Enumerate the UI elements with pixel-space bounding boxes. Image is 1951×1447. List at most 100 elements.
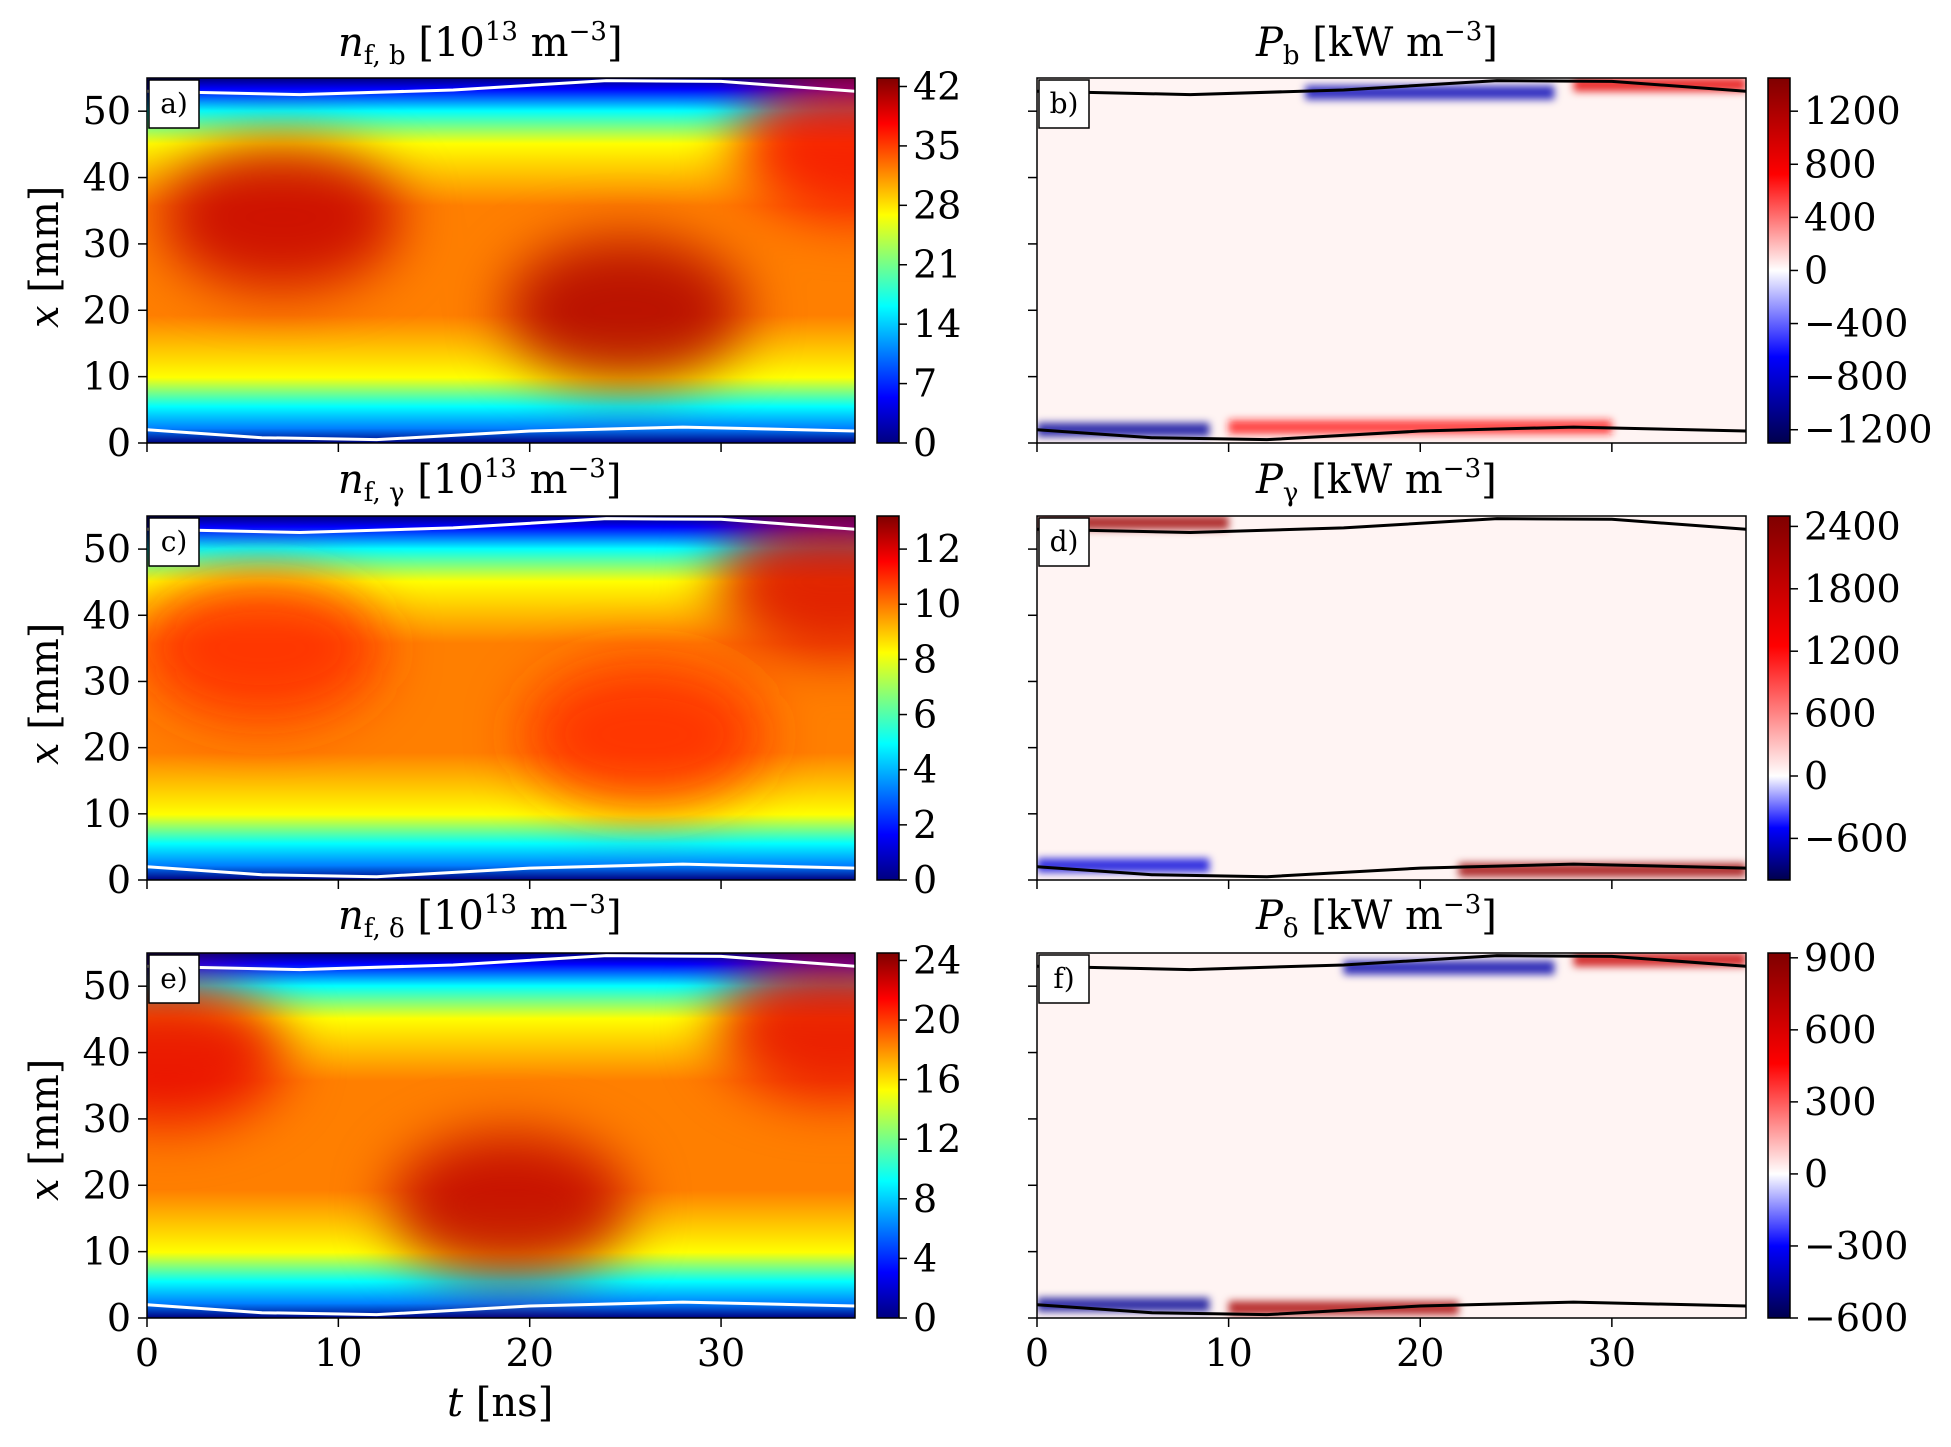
colorbar-tick-label: −600 (1804, 1296, 1908, 1340)
heatmap-background (1037, 953, 1746, 1318)
x-tick-label: 10 (314, 1331, 362, 1375)
colorbar-tick-label: −400 (1804, 302, 1908, 346)
colorbar-tick-label: 400 (1804, 195, 1877, 239)
panel-f: f) 0 10 20 30 −600 −300 0 300 600 900 (1025, 936, 1908, 1375)
y-tick-label: 50 (83, 89, 131, 133)
density-peak (505, 237, 746, 384)
x-tick-label: 0 (1025, 1331, 1049, 1375)
heatmap-background (1037, 78, 1746, 443)
density-peak (147, 575, 383, 722)
y-tick-label: 30 (83, 659, 131, 703)
density-peak (147, 979, 287, 1126)
colorbar-e: 0 4 8 12 16 20 24 (876, 938, 961, 1340)
y-axis-label-e: x [mm] (22, 1058, 68, 1201)
colorbar-tick-label: 300 (1804, 1080, 1877, 1124)
panel-label: b) (1038, 79, 1090, 129)
colorbar-tick-label: −600 (1804, 816, 1908, 860)
colorbar-tick-label: 2400 (1804, 504, 1901, 548)
colorbar-tick-label: 1800 (1804, 567, 1901, 611)
colorbar-tick-label: 900 (1804, 936, 1877, 980)
colorbar-tick-label: 1200 (1804, 629, 1901, 673)
boundary-upper (1037, 517, 1746, 535)
title-e: nf, δ [1013 m−3] (338, 890, 622, 944)
colorbar-tick-label: 8 (913, 637, 937, 681)
x-tick-label: 20 (1396, 1331, 1444, 1375)
panel-d: d) −600 0 600 1200 1800 2400 (1028, 504, 1908, 889)
density-peak (734, 78, 855, 218)
axes-frame (146, 952, 856, 1319)
panel-c: c) 0 10 20 30 40 50 0 2 4 6 8 10 12 (83, 515, 961, 902)
colorbar-tick-label: 7 (913, 362, 937, 406)
y-tick-label: 40 (83, 1031, 131, 1075)
colorbar-tick-label: 0 (913, 858, 937, 902)
y-tick-label: 10 (83, 355, 131, 399)
y-tick-label: 50 (83, 527, 131, 571)
boundary-lower (147, 425, 855, 442)
density-peak (160, 144, 402, 291)
colorbar-tick-label: 14 (913, 302, 961, 346)
x-tick-label: 20 (506, 1331, 554, 1375)
panel-label-text: c) (161, 525, 188, 558)
power-feature (1228, 1301, 1459, 1316)
y-tick-label: 0 (107, 858, 131, 902)
panel-label: a) (148, 79, 200, 129)
title-c: nf, γ [1013 m−3] (338, 454, 622, 508)
heatmap-d (1037, 516, 1746, 880)
y-tick-label: 50 (83, 964, 131, 1008)
colorbar-tick-label: 6 (913, 693, 937, 737)
panel-label-text: e) (160, 962, 188, 995)
panel-label: e) (148, 954, 200, 1004)
x-tick-label: 30 (697, 1331, 745, 1375)
colorbar-tick-label: 28 (913, 183, 961, 227)
power-feature (1037, 858, 1210, 873)
boundary-lower (147, 1300, 855, 1317)
axes-frame (146, 77, 856, 444)
power-feature (1228, 420, 1612, 435)
density-peak (715, 516, 855, 655)
colorbar-tick-label: 4 (913, 748, 937, 792)
colorbar-tick-label: 12 (913, 527, 961, 571)
colorbar-tick-label: 4 (913, 1236, 937, 1280)
colorbar-tick-label: 0 (1804, 1152, 1828, 1196)
colorbar-tick-label: −1200 (1804, 408, 1933, 452)
colorbar-tick-label: 10 (913, 582, 961, 626)
x-tick-label: 10 (1204, 1331, 1252, 1375)
boundary-lower (1037, 1300, 1746, 1317)
panel-label-text: b) (1050, 87, 1079, 120)
colorbar-tick-label: 2 (913, 803, 937, 847)
colorbar-tick-label: 12 (913, 1117, 961, 1161)
colorbar-c: 0 2 4 6 8 10 12 (876, 515, 961, 902)
y-axis-label-a: x [mm] (22, 185, 68, 328)
panel-e: e) 0 10 20 30 40 50 0 10 20 30 0 4 8 12 16 20 24 (83, 938, 962, 1375)
y-tick-label: 10 (83, 1230, 131, 1274)
panel-a: a) 0 10 20 30 40 50 0 7 14 21 28 35 42 (83, 64, 962, 465)
colorbar-tick-label: 35 (913, 124, 961, 168)
title-d: Pγ [kW m−3] (1256, 454, 1497, 508)
colorbar-b: −1200 −800 −400 0 400 800 1200 (1767, 77, 1933, 452)
colorbar-tick-label: −800 (1804, 355, 1908, 399)
colorbar-tick-label: 0 (913, 1296, 937, 1340)
colorbar-tick-label: 800 (1804, 142, 1877, 186)
x-tick-label: 30 (1588, 1331, 1636, 1375)
y-tick-label: 20 (83, 1163, 131, 1207)
axes-frame (1036, 77, 1747, 444)
boundary-upper (1037, 954, 1746, 972)
colorbar-tick-label: 600 (1804, 692, 1877, 736)
density-peak (524, 661, 765, 808)
boundary-upper (147, 79, 855, 97)
power-feature (1343, 960, 1555, 975)
panel-b: b) −1200 −800 −400 0 400 800 1200 (1028, 77, 1933, 452)
boundary-upper (147, 954, 855, 972)
y-tick-label: 20 (83, 288, 131, 332)
colorbar-tick-label: 20 (913, 998, 961, 1042)
panel-label-text: f) (1053, 962, 1074, 995)
heatmap-c (147, 516, 855, 880)
density-peak (390, 1132, 631, 1279)
heatmap-b (1037, 78, 1746, 443)
colorbar-tick-label: 0 (1804, 754, 1828, 798)
heatmap-e (147, 953, 855, 1318)
y-tick-label: 40 (83, 156, 131, 200)
colorbar-tick-label: 600 (1804, 1008, 1877, 1052)
title-a: nf, b [1013 m−3] (338, 17, 623, 71)
